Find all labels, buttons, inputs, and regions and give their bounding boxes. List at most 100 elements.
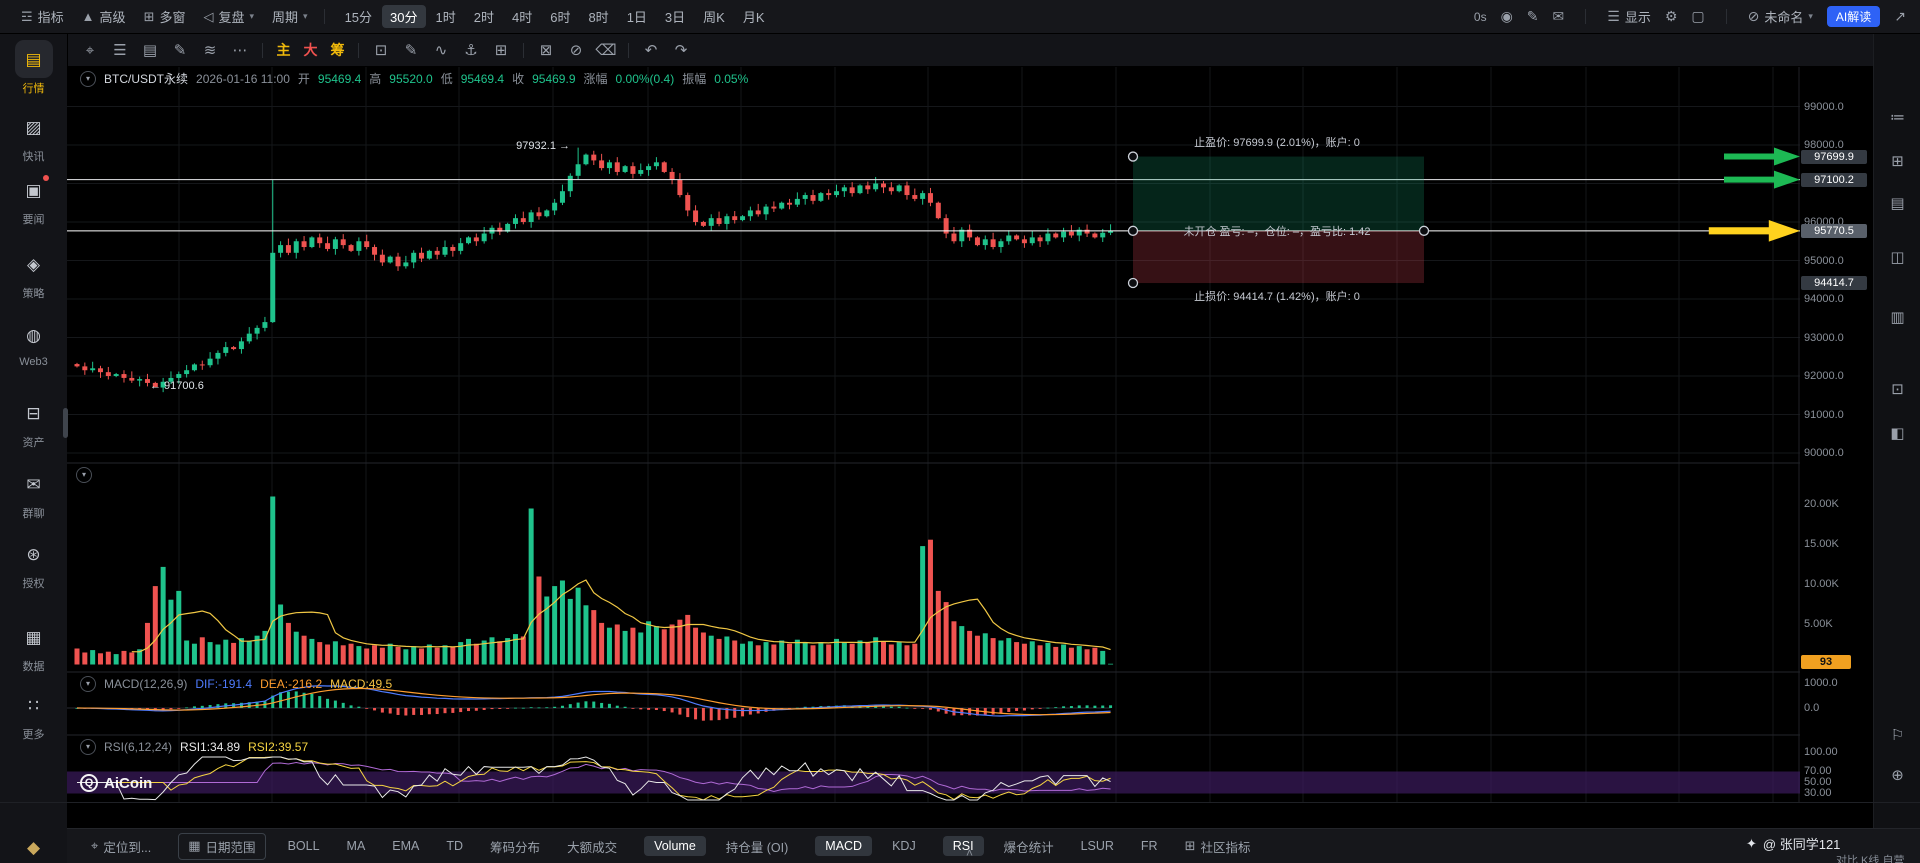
tab-main[interactable]: 主 [276, 42, 291, 58]
orderbook-icon[interactable]: ▥ [1890, 309, 1905, 326]
redo-icon[interactable]: ↷ [674, 42, 688, 59]
sidebar-item-数据[interactable]: ▦ 数据 [0, 618, 67, 674]
grid-tool-icon[interactable]: ⊞ [494, 42, 508, 59]
kline-panel-icon[interactable]: ▤ [1890, 195, 1905, 212]
ind-ema[interactable]: EMA [392, 839, 419, 853]
sidebar-item-Web3[interactable]: ◍ Web3 [0, 316, 67, 369]
nav-flash-label: 快讯 [22, 151, 45, 163]
ind-macd[interactable]: MACD [815, 836, 873, 856]
ind-ma[interactable]: MA [347, 839, 366, 853]
pencil-tool-icon[interactable]: ✎ [173, 42, 187, 59]
sidebar-item-行情[interactable]: ▤ 行情 [0, 40, 67, 96]
nav-news-label: 要闻 [22, 214, 45, 226]
share-icon[interactable]: ↗ [1894, 8, 1906, 25]
symbol-name[interactable]: BTC/USDT永续 [104, 72, 189, 86]
download-icon[interactable]: ⊕ [1891, 767, 1904, 784]
sidebar-item-策略[interactable]: ◈ 策略 [0, 245, 67, 301]
multi-window[interactable]: ⊞ 多窗 [135, 7, 195, 26]
ind-kdj[interactable]: KDJ [892, 839, 916, 853]
ind-chips[interactable]: 筹码分布 [490, 837, 540, 856]
watchlist-add-icon[interactable]: ≔ [1890, 109, 1905, 126]
alert-bell-icon[interactable]: ⚐ [1890, 727, 1905, 744]
grid-layout-icon[interactable]: ⊞ [1891, 153, 1904, 170]
camera-icon[interactable]: ◉ [1501, 8, 1513, 25]
timeframe-周K[interactable]: 周K [703, 10, 725, 25]
advanced-menu[interactable]: ▲ 高级 [73, 7, 135, 26]
ai-interpret-button[interactable]: AI解读 [1826, 6, 1881, 27]
sidebar-item-授权[interactable]: ⊛ 授权 [0, 535, 67, 591]
box-tool-icon[interactable]: ⊡ [374, 42, 388, 59]
period-menu[interactable]: 周期 ▾ [263, 7, 317, 26]
wave-tool-icon[interactable]: ≋ [203, 42, 217, 59]
timeframe-6时[interactable]: 6时 [550, 10, 571, 25]
price-tick: 95000.0 [1804, 254, 1844, 267]
ind-volume[interactable]: Volume [644, 836, 706, 856]
undo-icon[interactable]: ↶ [644, 42, 658, 59]
entry-label[interactable]: 未开仓 盈亏: –，仓位: –，盈亏比: 1.42 [1183, 226, 1371, 238]
delete-tool-icon[interactable]: ⌫ [595, 42, 617, 59]
ind-boll[interactable]: BOLL [288, 839, 320, 853]
fullscreen-icon[interactable]: ▢ [1691, 8, 1704, 25]
date-range-button[interactable]: ▦ 日期范围 [178, 832, 266, 860]
sidebar-item-群聊[interactable]: ✉ 群聊 [0, 465, 67, 521]
ind-liquidation[interactable]: 爆仓统计 [1004, 837, 1054, 856]
layout-select[interactable]: ⊘ 未命名 ▾ [1748, 7, 1813, 26]
ind-community[interactable]: ⊞ 社区指标 [1185, 837, 1251, 856]
monitor-icon[interactable]: ⊡ [1891, 381, 1904, 398]
ind-oi[interactable]: 持仓量 (OI) [726, 837, 789, 856]
ind-bigtrades[interactable]: 大额成交 [567, 837, 617, 856]
settings-gear-icon[interactable]: ⚙ [1665, 8, 1678, 25]
time-axis[interactable]: 1月140612181月150612181月1606181月1712181月18… [0, 802, 1920, 829]
sidebar-item-资产[interactable]: ⊟ 资产 [0, 394, 67, 450]
sidebar-item-快讯[interactable]: ▨ 快讯 [0, 108, 67, 164]
magnet-tool-icon[interactable]: ∿ [434, 42, 448, 59]
tab-large[interactable]: 大 [303, 42, 318, 58]
timeframe-1日[interactable]: 1日 [626, 10, 647, 25]
sidebar-item-更多[interactable]: ∷ 更多 [0, 686, 67, 742]
chevron-down-icon: ▾ [1808, 11, 1813, 21]
timeframe-8时[interactable]: 8时 [588, 10, 609, 25]
timeframe-15分[interactable]: 15分 [344, 10, 373, 25]
sidebar-item-要闻[interactable]: ▣ 要闻 [0, 171, 67, 227]
lock-tool-icon[interactable]: ⊘ [569, 42, 583, 59]
layers-tool-icon[interactable]: ▤ [142, 42, 158, 59]
collapse-main-icon[interactable]: ▾ [80, 71, 96, 87]
edit-icon[interactable]: ✎ [1527, 8, 1539, 25]
ind-lsur[interactable]: LSUR [1081, 839, 1114, 853]
sidebar-item-VIP[interactable]: ◆VIP [0, 828, 67, 863]
crosshair-tool-icon[interactable]: ⌖ [85, 41, 95, 59]
layout-half-icon[interactable]: ◧ [1890, 425, 1905, 442]
tab-chips[interactable]: 筹 [330, 42, 345, 58]
timeframe-4时[interactable]: 4时 [511, 10, 533, 25]
goto-button[interactable]: ⌖ 定位到... [91, 837, 151, 856]
chart-canvas[interactable] [67, 67, 1800, 802]
ind-rsi[interactable]: RSI [942, 836, 984, 856]
collapse-rsi-icon[interactable]: ▾ [80, 739, 96, 755]
more-tools-icon[interactable]: ⋯ [232, 42, 248, 59]
display-toggle[interactable]: ☰ 显示 [1607, 7, 1651, 26]
depth-icon[interactable]: ◫ [1890, 249, 1905, 266]
timeframe-月K[interactable]: 月K [742, 10, 765, 25]
timeframe-2时[interactable]: 2时 [473, 10, 494, 25]
brush-tool-icon[interactable]: ✎ [404, 42, 418, 59]
high-label: 高 [369, 72, 382, 86]
pane-scroll-handle[interactable] [63, 408, 68, 438]
panel-collapse-handle[interactable]: ˄ [966, 846, 974, 860]
timeframe-30分[interactable]: 30分 [382, 5, 426, 28]
timeframe-3日[interactable]: 3日 [664, 10, 686, 25]
anchor-tool-icon[interactable]: ⚓ [464, 42, 478, 59]
screenshot-tool-icon[interactable]: ⊠ [539, 42, 553, 59]
corner-links[interactable]: 对比 K线 自营 [1836, 855, 1905, 863]
comment-icon[interactable]: ✉ [1553, 8, 1565, 25]
collapse-macd-icon[interactable]: ▾ [80, 676, 96, 692]
ind-fr[interactable]: FR [1141, 839, 1158, 853]
nav-data-glyph: ▦ [25, 627, 42, 647]
timeframe-1时[interactable]: 1时 [435, 10, 456, 25]
take-profit-label[interactable]: 止盈价: 97699.9 (2.01%)，账户: 0 [1194, 137, 1360, 149]
collapse-volume-icon[interactable]: ▾ [76, 464, 92, 483]
stop-loss-label[interactable]: 止损价: 94414.7 (1.42%)，账户: 0 [1194, 291, 1360, 303]
drawings-list-icon[interactable]: ☰ [113, 42, 127, 59]
indicator-menu[interactable]: ☲ 指标 [12, 7, 73, 26]
replay[interactable]: ◁ 复盘 ▾ [194, 7, 263, 26]
ind-td[interactable]: TD [446, 839, 463, 853]
